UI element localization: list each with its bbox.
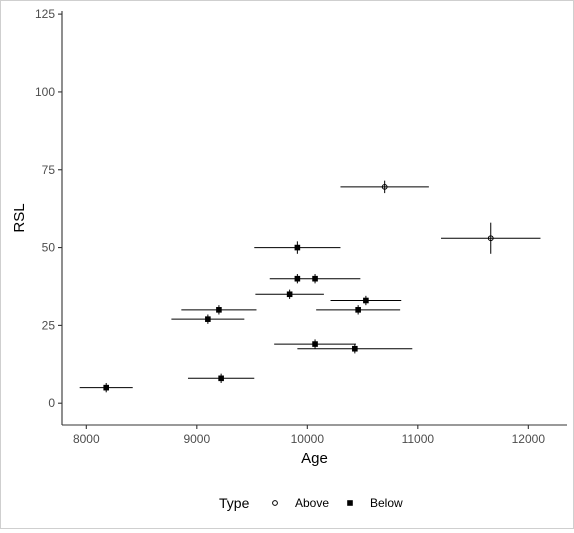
- legend-key-above: [272, 500, 278, 506]
- data-point-below: [103, 384, 110, 391]
- data-point-below: [294, 244, 301, 251]
- data-point-below: [352, 345, 358, 352]
- series-above: [340, 180, 541, 254]
- y-axis-ticks: 0 25 50 75 100 125: [35, 7, 62, 410]
- legend-key-below: [347, 500, 353, 506]
- x-tick-label: 12000: [512, 432, 546, 446]
- axes: 8000 9000 10000 11000 12000 0 25 50 75 100 125 Ag…: [11, 7, 567, 467]
- x-tick-label: 9000: [183, 432, 210, 446]
- x-axis-title: Age: [301, 450, 328, 467]
- y-tick-label: 75: [42, 163, 56, 177]
- data-point-below: [312, 341, 318, 347]
- y-tick-label: 50: [42, 241, 56, 255]
- data-point-below: [363, 297, 369, 304]
- x-tick-label: 8000: [73, 432, 100, 446]
- data-point-below: [205, 316, 211, 322]
- data-point-below: [218, 375, 224, 382]
- data-point-below: [216, 307, 222, 313]
- legend: Type Above Below: [219, 495, 403, 511]
- y-tick-label: 125: [35, 7, 55, 21]
- y-axis-title: RSL: [11, 203, 28, 232]
- data-point-below: [355, 307, 361, 313]
- data-point-below: [312, 275, 318, 282]
- legend-entries: Above Below: [272, 496, 403, 510]
- y-tick-label: 100: [35, 85, 55, 99]
- legend-label-above: Above: [295, 496, 329, 510]
- data-point-below: [286, 291, 293, 298]
- y-tick-label: 0: [48, 396, 55, 410]
- x-tick-label: 10000: [291, 432, 325, 446]
- y-tick-label: 25: [42, 318, 56, 332]
- data-point-above: [381, 183, 388, 190]
- series-below: [79, 241, 413, 393]
- x-tick-label: 11000: [402, 432, 435, 446]
- x-axis-ticks: 8000 9000 10000 11000 12000: [73, 425, 545, 446]
- legend-label-below: Below: [370, 496, 403, 510]
- plot-area: [79, 180, 541, 393]
- data-point-above: [487, 235, 494, 242]
- legend-title: Type: [219, 495, 250, 511]
